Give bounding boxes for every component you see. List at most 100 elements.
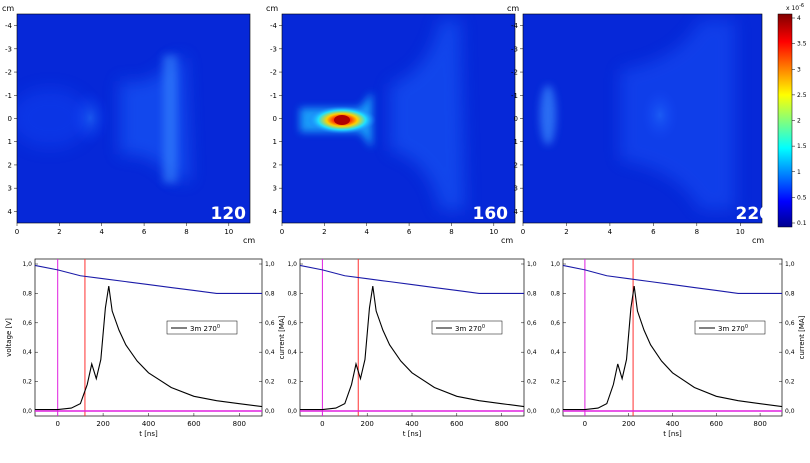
y-tick-label: -2: [270, 69, 277, 77]
y-tick-label: -1: [270, 92, 277, 100]
y-tick-label: -4: [511, 22, 519, 30]
x-tick-label: 6: [407, 228, 412, 236]
y-tick-label-right: 0,8: [785, 290, 795, 297]
y-tick-label: 0: [514, 115, 518, 123]
y-tick-label: 0,4: [22, 349, 32, 356]
y-axis-unit: cm: [266, 4, 278, 13]
legend-label: 3m 2700: [455, 324, 485, 333]
y-tick-label: -3: [511, 45, 518, 53]
y-tick-label: 4: [8, 208, 13, 216]
colorbar-gradient: [777, 13, 793, 228]
colorbar-ticks: 4 3.5 3 2.5 2 1.5 1 0.5 0.1: [792, 15, 807, 227]
heatmap-ticks: 0 2 4 6 8 10 -4 -3 -2 -1 0 1 2 3 4: [5, 22, 233, 236]
heatmap-ticks: 0 2 4 6 8 10 -4 -3 -2 -1 0 1 2 3 4: [511, 22, 745, 236]
x-tick-label: 2: [564, 228, 568, 236]
y-tick-label: 0,2: [287, 379, 297, 386]
y-tick-label-right: 0,4: [785, 349, 795, 356]
heatmap-glow: [17, 88, 90, 148]
y-tick-label: 0,8: [287, 290, 297, 297]
x-tick-label: 600: [450, 420, 463, 428]
y-tick-label: 0,0: [22, 408, 32, 415]
series-line: [562, 264, 782, 294]
y-tick-label-right: 0,8: [265, 290, 275, 297]
y-tick-label-right: 1,0: [265, 261, 275, 268]
y-tick-label: 2: [273, 161, 277, 169]
y-tick-label: -3: [270, 45, 277, 53]
y-tick-label: 0,8: [550, 290, 560, 297]
x-tick-label: 8: [449, 228, 453, 236]
colorbar-tick-label: 2: [797, 118, 801, 125]
y-tick-label: 0,0: [287, 408, 297, 415]
x-tick-label: 4: [608, 228, 613, 236]
y-tick-label: 0,8: [22, 290, 32, 297]
colorbar-tick-label: 3: [797, 66, 801, 73]
y-tick-label: 1,0: [287, 261, 297, 268]
x-axis-unit: cm: [243, 236, 255, 245]
y-axis-label-right: current [MA]: [798, 315, 806, 359]
plot-frame: [562, 258, 783, 417]
y-tick-label: 0,6: [22, 320, 32, 327]
y-tick-label: 0: [273, 115, 277, 123]
series-line: [35, 285, 263, 411]
y-tick-label-right: 1,0: [785, 261, 795, 268]
heatmap-panel-1: 120 cm cm 0 2 4 6 8 10 -4 -3 -2 -1 0 1 2 3 4: [2, 4, 255, 245]
y-axis-label-right: current [MA]: [278, 315, 286, 359]
x-axis-label: t [ns]: [663, 430, 682, 438]
heatmap-label: 160: [473, 204, 509, 224]
x-tick-label: 200: [96, 420, 109, 428]
x-tick-label: 2: [322, 228, 326, 236]
colorbar-tick-label: 0.1: [797, 220, 807, 227]
y-tick-label: 0,4: [287, 349, 297, 356]
y-tick-label: 0,2: [550, 379, 560, 386]
y-tick-label-right: 0,6: [785, 320, 795, 327]
y-tick-label-right: 0,8: [527, 290, 537, 297]
y-tick-label: 1: [8, 138, 12, 146]
y-tick-label-right: 0,6: [527, 320, 537, 327]
x-tick-label: 200: [622, 420, 635, 428]
x-tick-label: 6: [651, 228, 656, 236]
y-tick-label: 3: [514, 185, 518, 193]
heatmap-glow: [540, 85, 556, 145]
y-tick-label: 0,2: [22, 379, 32, 386]
y-tick-label: -4: [270, 22, 278, 30]
line-panel-3: 0 200 400 600 800 0,0 0,0 0,2 0,2 0,4 0,4 0,6 0,6 0,8…: [550, 258, 806, 438]
x-tick-label: 4: [99, 228, 104, 236]
y-tick-label: 0,4: [550, 349, 560, 356]
x-axis-unit: cm: [501, 236, 513, 245]
y-axis-unit: cm: [507, 4, 519, 13]
y-tick-label-right: 0,0: [265, 408, 275, 415]
heatmap-ticks: 0 2 4 6 8 10 -4 -3 -2 -1 0 1 2 3 4: [270, 22, 498, 236]
colorbar-tick-label: 0.5: [797, 194, 807, 201]
x-tick-label: 600: [710, 420, 723, 428]
series-line: [299, 264, 524, 294]
y-tick-label: 0: [8, 115, 12, 123]
heatmap-hotspot-core: [334, 115, 350, 125]
x-tick-label: 0: [320, 420, 324, 428]
x-tick-label: 800: [233, 420, 246, 428]
y-tick-label: 1: [273, 138, 277, 146]
heatmap-glow: [620, 20, 735, 210]
y-tick-label-right: 0,2: [265, 379, 275, 386]
legend-label: 3m 2700: [190, 324, 220, 333]
heatmap-glow: [390, 20, 465, 210]
colorbar-tick-label: 3.5: [797, 41, 807, 48]
y-tick-label: -4: [5, 22, 13, 30]
y-tick-label-right: 0,0: [527, 408, 537, 415]
y-tick-label-right: 0,2: [785, 379, 795, 386]
y-tick-label: 1: [514, 138, 518, 146]
y-tick-label: 1,0: [22, 261, 32, 268]
y-tick-label: -1: [5, 92, 12, 100]
line-panel-2: 0 200 400 600 800 0,0 0,0 0,2 0,2 0,4 0,4 0,6 0,6 0,8…: [287, 258, 537, 438]
x-axis-label: t [ns]: [403, 430, 422, 438]
y-tick-label: -2: [511, 69, 518, 77]
heatmap-label: 220: [736, 204, 772, 224]
heatmap-label: 120: [211, 204, 247, 224]
y-tick-label: 4: [514, 208, 519, 216]
x-tick-label: 800: [495, 420, 508, 428]
y-tick-label-right: 1,0: [527, 261, 537, 268]
y-tick-label: 1,0: [550, 261, 560, 268]
x-tick-label: 0: [521, 228, 525, 236]
series-line: [34, 264, 262, 294]
